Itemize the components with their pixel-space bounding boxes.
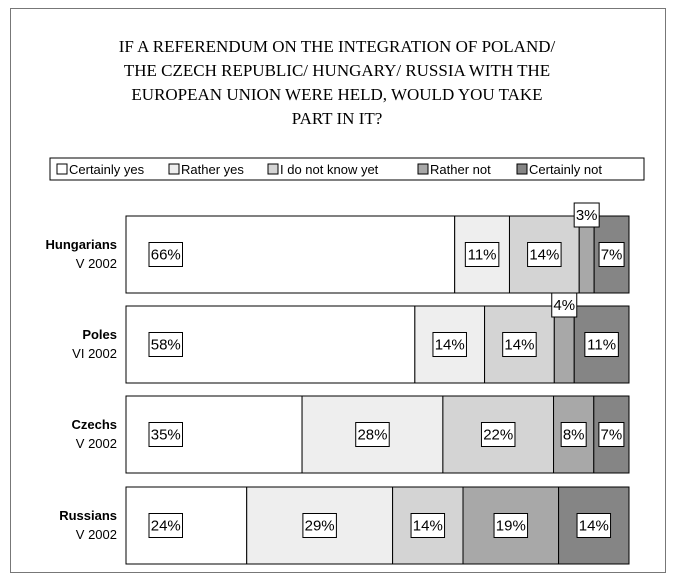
data-label-box bbox=[493, 513, 529, 538]
data-label-box bbox=[464, 242, 500, 267]
data-label: 3% bbox=[576, 207, 598, 224]
data-label: 14% bbox=[529, 247, 559, 264]
legend-label: Certainly not bbox=[529, 162, 602, 177]
data-label-box bbox=[355, 422, 390, 447]
legend-label: Certainly yes bbox=[69, 162, 145, 177]
category-sublabel: V 2002 bbox=[76, 256, 117, 271]
bar-segment bbox=[553, 305, 575, 384]
data-label: 14% bbox=[435, 337, 465, 354]
data-label-box bbox=[560, 422, 587, 447]
legend: Certainly yes Rather yes I do not know yet… bbox=[49, 157, 645, 181]
data-label: 4% bbox=[553, 297, 575, 314]
data-label-box bbox=[148, 332, 183, 357]
legend-swatch bbox=[56, 163, 68, 175]
legend-label: I do not know yet bbox=[280, 162, 379, 177]
category-sublabel: V 2002 bbox=[76, 436, 117, 451]
legend-label: Rather yes bbox=[181, 162, 244, 177]
data-label-box bbox=[480, 422, 516, 447]
data-label: 66% bbox=[151, 247, 181, 264]
category-label: Russians bbox=[59, 508, 117, 523]
data-label: 24% bbox=[151, 518, 181, 535]
data-label: 7% bbox=[601, 427, 623, 444]
data-label: 8% bbox=[563, 427, 585, 444]
data-label: 28% bbox=[357, 427, 387, 444]
data-label-box bbox=[527, 242, 562, 267]
data-label-box bbox=[410, 513, 446, 538]
data-label: 58% bbox=[151, 337, 181, 354]
bar-group: Russians V 2002 24% 29% 14% 19% 14% bbox=[59, 486, 630, 565]
chart-title-line: THE CZECH REPUBLIC/ HUNGARY/ RUSSIA WITH… bbox=[124, 61, 550, 80]
data-label: 11% bbox=[468, 247, 497, 264]
data-label: 7% bbox=[601, 247, 623, 264]
legend-swatch bbox=[267, 163, 279, 175]
bar-segment bbox=[553, 395, 595, 474]
category-label: Poles bbox=[82, 327, 117, 342]
legend-box bbox=[49, 157, 645, 181]
data-label: 14% bbox=[579, 518, 609, 535]
data-label: 19% bbox=[496, 518, 526, 535]
data-label-box bbox=[598, 422, 625, 447]
data-label: 35% bbox=[151, 427, 181, 444]
chart-title-line: EUROPEAN UNION WERE HELD, WOULD YOU TAKE bbox=[131, 85, 542, 104]
bar-group: Czechs V 2002 35% 28% 22% 8% 7% bbox=[71, 395, 630, 474]
bar-segment bbox=[578, 215, 595, 294]
data-label: 22% bbox=[483, 427, 513, 444]
data-label-box bbox=[584, 332, 619, 357]
data-label: 14% bbox=[413, 518, 443, 535]
bar-segment bbox=[125, 486, 248, 565]
bar-group: Poles VI 2002 58% 14% 14% 4% 11% bbox=[72, 292, 630, 384]
category-label: Hungarians bbox=[45, 237, 117, 252]
data-label-box bbox=[148, 422, 183, 447]
data-label-box bbox=[551, 292, 578, 318]
chart-title-line: IF A REFERENDUM ON THE INTEGRATION OF PO… bbox=[119, 37, 556, 56]
category-sublabel: VI 2002 bbox=[72, 346, 117, 361]
legend-label: Rather not bbox=[430, 162, 491, 177]
data-label-box bbox=[573, 202, 600, 228]
legend-swatch bbox=[417, 163, 429, 175]
data-label-box bbox=[576, 513, 612, 538]
chart-title-line: PART IN IT? bbox=[292, 109, 383, 128]
data-label-box bbox=[148, 513, 183, 538]
data-label-box bbox=[302, 513, 337, 538]
data-label: 14% bbox=[504, 337, 534, 354]
legend-swatch bbox=[168, 163, 180, 175]
bar-group: Hungarians V 2002 66% 11% 14% 3% 7% bbox=[45, 202, 630, 294]
category-label: Czechs bbox=[71, 417, 117, 432]
data-label: 29% bbox=[305, 518, 335, 535]
data-label-box bbox=[502, 332, 537, 357]
data-label-box bbox=[148, 242, 183, 267]
data-label: 11% bbox=[587, 337, 616, 354]
legend-swatch bbox=[516, 163, 528, 175]
category-sublabel: V 2002 bbox=[76, 527, 117, 542]
data-label-box bbox=[598, 242, 625, 267]
data-label-box bbox=[432, 332, 467, 357]
